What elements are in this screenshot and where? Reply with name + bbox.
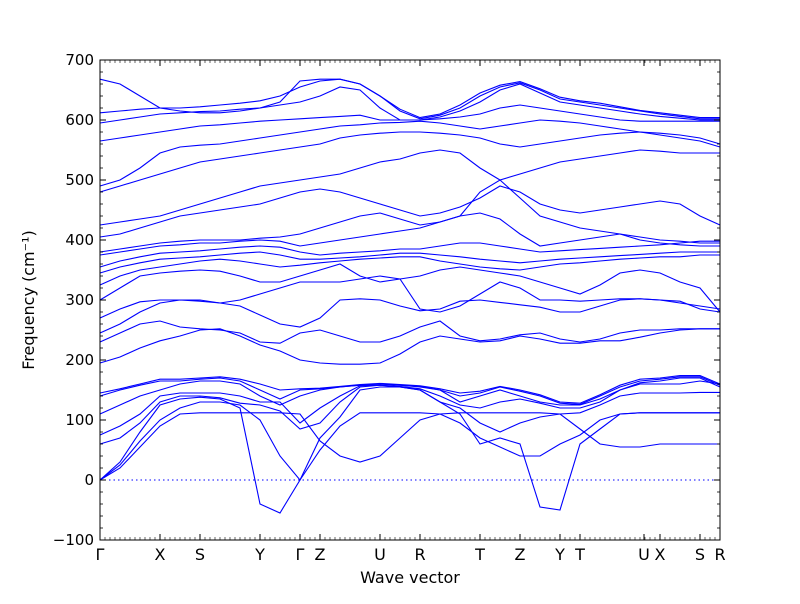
branch-line-0 — [99, 412, 720, 481]
y-tick-label: 600 — [65, 111, 94, 129]
x-tick-label: Γ — [96, 545, 105, 564]
x-tick-label: X — [155, 545, 166, 564]
branch-line-10 — [99, 298, 721, 334]
x-tick-label: Y — [554, 545, 565, 564]
branch-line-20 — [99, 131, 721, 193]
branch-line-2 — [99, 386, 720, 514]
y-tick-label: 700 — [65, 51, 94, 69]
x-axis-label: Wave vector — [360, 568, 460, 587]
x-tick-label: R — [714, 545, 725, 564]
branch-line-17 — [99, 179, 720, 253]
branch-line-9 — [99, 320, 720, 344]
x-tick-label: R — [414, 545, 425, 564]
branch-line-15 — [99, 240, 720, 268]
branch-line-1 — [99, 401, 720, 481]
branch-line-11 — [99, 275, 721, 319]
y-tick-label: 300 — [65, 291, 94, 309]
x-tick-label: T — [574, 545, 585, 564]
x-tick-label: Z — [515, 545, 526, 564]
x-tick-label: Γ — [296, 545, 305, 564]
branch-line-16 — [99, 212, 720, 256]
y-tick-label: 200 — [65, 351, 94, 369]
y-tick-label: 400 — [65, 231, 94, 249]
branch-lines — [99, 78, 721, 514]
y-tick-label: 100 — [65, 411, 94, 429]
x-tick-label: U — [638, 545, 650, 564]
y-tick-label: −100 — [53, 531, 94, 549]
branch-line-19 — [99, 149, 720, 226]
x-tick-label: Y — [254, 545, 265, 564]
x-tick-label: S — [695, 545, 705, 564]
branch-line-21 — [99, 119, 721, 187]
branch-line-4 — [99, 380, 721, 436]
branch-line-25 — [99, 78, 720, 119]
branch-line-7 — [99, 375, 721, 404]
branch-line-6 — [99, 376, 721, 405]
x-tick-label: X — [655, 545, 666, 564]
branch-line-8 — [99, 328, 720, 365]
x-tick-label: T — [474, 545, 485, 564]
x-tick-label: S — [195, 545, 205, 564]
x-tick-label: U — [374, 545, 386, 564]
branch-line-12 — [99, 263, 721, 313]
y-axis-label: Frequency (cm⁻¹) — [19, 230, 38, 369]
branch-line-13 — [99, 254, 720, 286]
y-axis-ticks: −100 0 100 200 300 400 500 600 700 — [53, 51, 720, 549]
y-tick-label: 0 — [84, 471, 94, 489]
branch-line-14 — [99, 251, 720, 274]
branch-line-22 — [99, 104, 720, 142]
branch-line-3 — [99, 384, 720, 445]
branch-line-24 — [99, 78, 720, 120]
y-tick-label: 500 — [65, 171, 94, 189]
x-tick-label: Z — [315, 545, 326, 564]
branch-line-18 — [99, 185, 721, 238]
branch-line-23 — [99, 83, 720, 124]
